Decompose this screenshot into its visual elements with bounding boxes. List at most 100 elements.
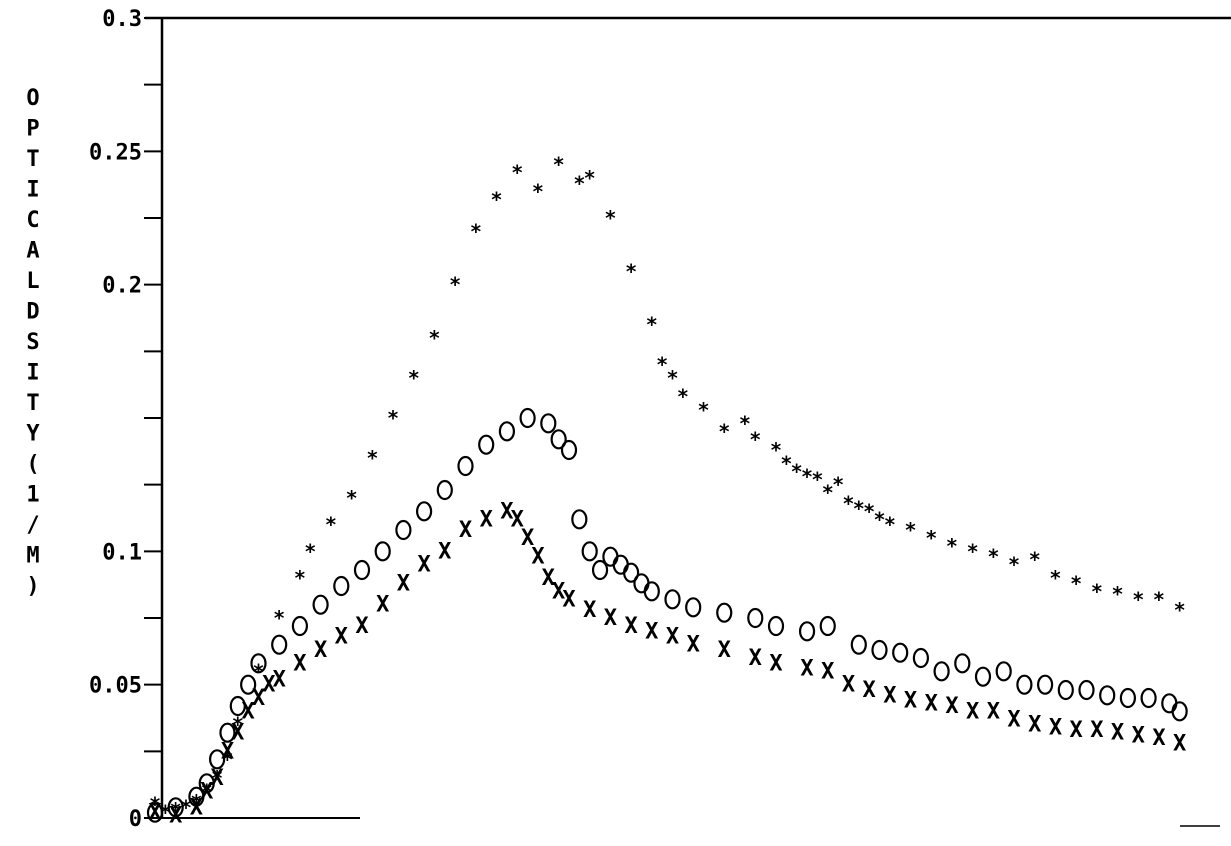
data-point-asterisk: * — [1112, 582, 1124, 606]
data-point-asterisk: * — [553, 153, 565, 177]
data-point-x: X — [335, 625, 348, 650]
data-point-asterisk: * — [584, 166, 596, 190]
data-point-circle — [591, 559, 609, 581]
data-point-circle — [312, 594, 329, 615]
data-point-x: X — [583, 598, 596, 623]
data-point-circle — [581, 541, 598, 562]
y-axis-label-char: I — [26, 361, 39, 386]
data-point-asterisk: * — [853, 497, 865, 521]
data-point-asterisk: * — [428, 326, 440, 350]
data-point-circle — [1057, 679, 1074, 701]
data-point-asterisk: * — [666, 366, 678, 390]
data-point-circle — [519, 407, 536, 429]
data-point-circle — [333, 575, 350, 597]
data-point-x: X — [531, 545, 544, 570]
data-point-x: X — [148, 801, 161, 826]
y-axis-label-char: T — [26, 391, 39, 416]
y-axis-label-char: I — [26, 178, 39, 203]
data-point-circle — [1078, 679, 1095, 701]
data-point-asterisk: * — [221, 747, 233, 771]
data-point-circle — [819, 615, 836, 637]
data-point-asterisk: * — [1008, 553, 1020, 577]
data-point-asterisk: * — [346, 486, 358, 510]
data-point-x: X — [1152, 726, 1165, 751]
data-point-x: X — [221, 739, 234, 764]
data-point-circle — [643, 581, 660, 602]
data-point-asterisk: * — [780, 451, 792, 475]
data-point-x: X — [293, 651, 306, 676]
data-point-x: X — [231, 721, 244, 746]
data-point-asterisk: * — [884, 513, 896, 537]
y-tick-label: 0.05 — [89, 674, 142, 699]
data-point-x: X — [966, 699, 979, 724]
data-point-asterisk: * — [1049, 566, 1061, 590]
data-point-x: X — [521, 526, 534, 551]
data-point-circle — [974, 666, 992, 687]
data-point-asterisk: * — [698, 398, 710, 422]
data-point-asterisk: * — [511, 161, 523, 185]
data-point-circle — [622, 562, 640, 583]
data-point-asterisk: * — [190, 790, 202, 814]
data-point-asterisk: * — [832, 473, 844, 497]
data-point-x: X — [904, 689, 917, 714]
data-point-asterisk: * — [925, 526, 937, 550]
data-point-x: X — [925, 691, 938, 716]
data-point-circle — [1161, 693, 1178, 714]
y-axis-label-char: Y — [26, 422, 40, 447]
data-point-asterisk: * — [905, 518, 917, 542]
data-point-x: X — [262, 673, 275, 698]
data-point-x: X — [749, 646, 762, 671]
data-point-asterisk: * — [770, 438, 782, 462]
data-point-circle — [209, 749, 226, 770]
axes — [145, 16, 1231, 827]
data-point-asterisk: * — [739, 411, 751, 435]
data-point-circle — [478, 434, 495, 455]
series-asterisk: *********************************** ** ***… — [149, 153, 1186, 825]
data-point-circle — [747, 607, 764, 629]
data-point-x: X — [842, 673, 855, 698]
data-point-asterisk: * — [325, 513, 337, 537]
y-tick-label: 0.2 — [102, 274, 142, 299]
data-point-circle — [602, 546, 619, 567]
data-point-asterisk: * — [1070, 571, 1082, 595]
data-point-x: X — [987, 699, 1000, 724]
y-axis-label-char: ) — [26, 574, 39, 599]
data-point-x: X — [1111, 721, 1124, 746]
data-point-circle — [892, 642, 909, 663]
data-point-circle — [912, 647, 930, 669]
data-point-x: X — [562, 587, 575, 612]
data-point-asterisk: * — [470, 219, 482, 243]
data-point-circle — [219, 722, 236, 743]
data-point-asterisk: * — [1029, 547, 1041, 571]
data-point-asterisk: * — [1153, 587, 1165, 611]
data-point-x: X — [821, 659, 834, 684]
data-point-asterisk: * — [180, 795, 192, 819]
data-point-x: X — [1049, 715, 1062, 740]
data-point-x: X — [1173, 731, 1186, 756]
data-point-circle — [540, 413, 557, 434]
data-point-x: X — [314, 638, 327, 663]
data-point-circle — [1119, 687, 1137, 709]
data-point-circle — [633, 573, 650, 594]
data-point-x: X — [169, 803, 182, 828]
data-point-x: X — [480, 507, 493, 532]
data-point-circle — [271, 634, 288, 655]
data-point-asterisk: * — [656, 353, 668, 377]
data-point-circle — [685, 597, 702, 618]
data-point-circle — [167, 797, 184, 818]
data-point-x: X — [1028, 713, 1041, 738]
data-point-x: X — [200, 779, 213, 804]
data-point-circle — [198, 773, 215, 794]
data-point-circle — [146, 802, 164, 823]
data-point-asterisk: * — [801, 465, 813, 489]
data-point-circle — [1099, 685, 1116, 706]
data-point-asterisk: * — [573, 171, 585, 195]
data-point-x: X — [500, 499, 513, 524]
data-point-circle — [229, 695, 246, 717]
data-point-circle — [571, 509, 588, 530]
y-axis-label-char: L — [26, 269, 39, 294]
data-point-circle — [188, 786, 205, 807]
y-tick-label: 0.1 — [102, 540, 142, 565]
y-axis-label-char: P — [26, 117, 39, 142]
